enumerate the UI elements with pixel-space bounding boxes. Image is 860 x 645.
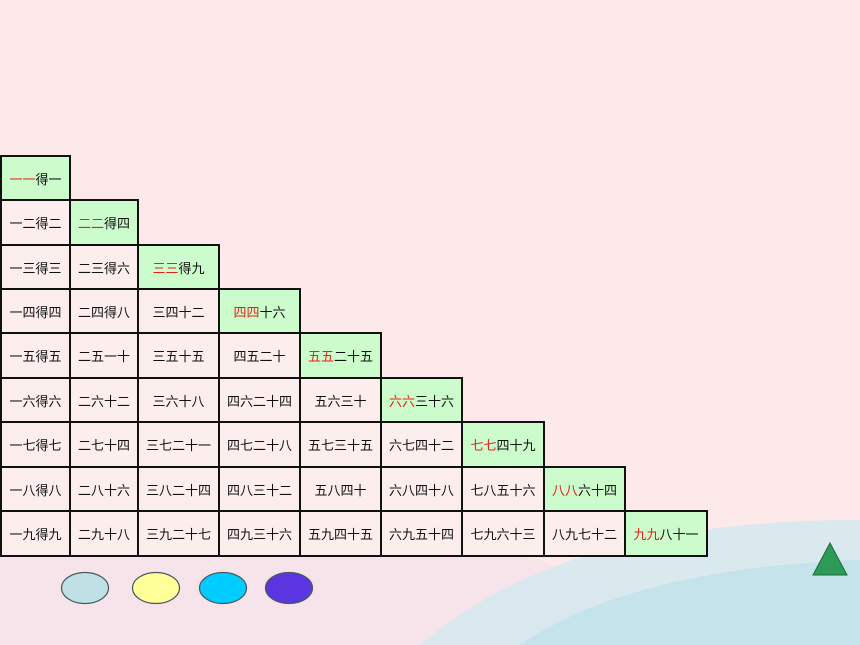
table-cell-square: 七七 四十九 bbox=[461, 421, 545, 468]
square-result: 得四 bbox=[104, 217, 131, 232]
light-blue-oval-button[interactable] bbox=[60, 571, 110, 605]
table-cell: 七八五十六 bbox=[461, 466, 545, 512]
square-prefix: 五五 bbox=[307, 350, 334, 365]
purple-oval-button[interactable] bbox=[264, 571, 314, 605]
table-cell: 三八二十四 bbox=[137, 466, 220, 512]
table-cell: 三五十五 bbox=[137, 332, 220, 379]
table-cell: 二九十八 bbox=[69, 510, 139, 557]
table-cell: 六九五十四 bbox=[380, 510, 463, 557]
cyan-oval-button[interactable] bbox=[198, 571, 248, 605]
table-cell: 三四十二 bbox=[137, 288, 220, 334]
table-cell: 一九得九 bbox=[0, 510, 71, 557]
play-triangle-icon[interactable] bbox=[811, 541, 849, 577]
table-cell-square: 八八 六十四 bbox=[543, 466, 626, 512]
table-cell: 一六得六 bbox=[0, 377, 71, 423]
table-cell: 六八四十八 bbox=[380, 466, 463, 512]
table-cell-square: 四四 十六 bbox=[218, 288, 301, 334]
table-cell: 五六三十 bbox=[299, 377, 382, 423]
square-result: 四十九 bbox=[496, 439, 536, 454]
table-cell: 五七三十五 bbox=[299, 421, 382, 468]
square-prefix: 九九 bbox=[633, 528, 660, 543]
table-cell: 一四得四 bbox=[0, 288, 71, 334]
table-cell: 四九三十六 bbox=[218, 510, 301, 557]
table-cell: 四八三十二 bbox=[218, 466, 301, 512]
table-cell: 二五一十 bbox=[69, 332, 139, 379]
table-cell: 二三得六 bbox=[69, 244, 139, 290]
table-cell-square: 六六 三十六 bbox=[380, 377, 463, 423]
table-cell: 一八得八 bbox=[0, 466, 71, 512]
square-prefix: 八八 bbox=[551, 483, 578, 499]
square-result: 十六 bbox=[259, 305, 286, 321]
table-cell: 三六十八 bbox=[137, 377, 220, 423]
square-result: 二十五 bbox=[334, 350, 374, 365]
square-prefix: 六六 bbox=[388, 394, 415, 410]
table-cell: 五九四十五 bbox=[299, 510, 382, 557]
table-cell: 四五二十 bbox=[218, 332, 301, 379]
table-cell: 三九二十七 bbox=[137, 510, 220, 557]
square-result: 八十一 bbox=[659, 528, 699, 543]
square-prefix: 四四 bbox=[233, 305, 260, 321]
table-cell: 八九七十二 bbox=[543, 510, 626, 557]
square-prefix: 七七 bbox=[470, 439, 497, 454]
table-cell: 二八十六 bbox=[69, 466, 139, 512]
table-cell: 一五得五 bbox=[0, 332, 71, 379]
yellow-oval-button[interactable] bbox=[131, 571, 181, 605]
table-cell: 四七二十八 bbox=[218, 421, 301, 468]
square-result: 六十四 bbox=[578, 483, 618, 499]
square-result: 三十六 bbox=[415, 394, 455, 410]
table-cell: 二四得八 bbox=[69, 288, 139, 334]
table-cell: 一七得七 bbox=[0, 421, 71, 468]
table-cell: 二七十四 bbox=[69, 421, 139, 468]
square-prefix: 一一 bbox=[9, 172, 36, 188]
table-cell: 二六十二 bbox=[69, 377, 139, 423]
table-cell: 六七四十二 bbox=[380, 421, 463, 468]
table-cell: 四六二十四 bbox=[218, 377, 301, 423]
square-result: 得一 bbox=[35, 172, 62, 188]
table-cell-square: 九九 八十一 bbox=[624, 510, 708, 557]
table-cell-square: 二二 得四 bbox=[69, 199, 139, 246]
table-cell: 一三得三 bbox=[0, 244, 71, 290]
square-prefix: 二二 bbox=[77, 217, 104, 232]
table-cell-square: 一一 得一 bbox=[0, 155, 71, 201]
table-cell: 一二得二 bbox=[0, 199, 71, 246]
table-cell: 三七二十一 bbox=[137, 421, 220, 468]
square-prefix: 三三 bbox=[152, 261, 179, 277]
table-cell: 七九六十三 bbox=[461, 510, 545, 557]
table-cell-square: 三三 得九 bbox=[137, 244, 220, 290]
square-result: 得九 bbox=[178, 261, 205, 277]
table-cell: 五八四十 bbox=[299, 466, 382, 512]
table-cell-square: 五五 二十五 bbox=[299, 332, 382, 379]
